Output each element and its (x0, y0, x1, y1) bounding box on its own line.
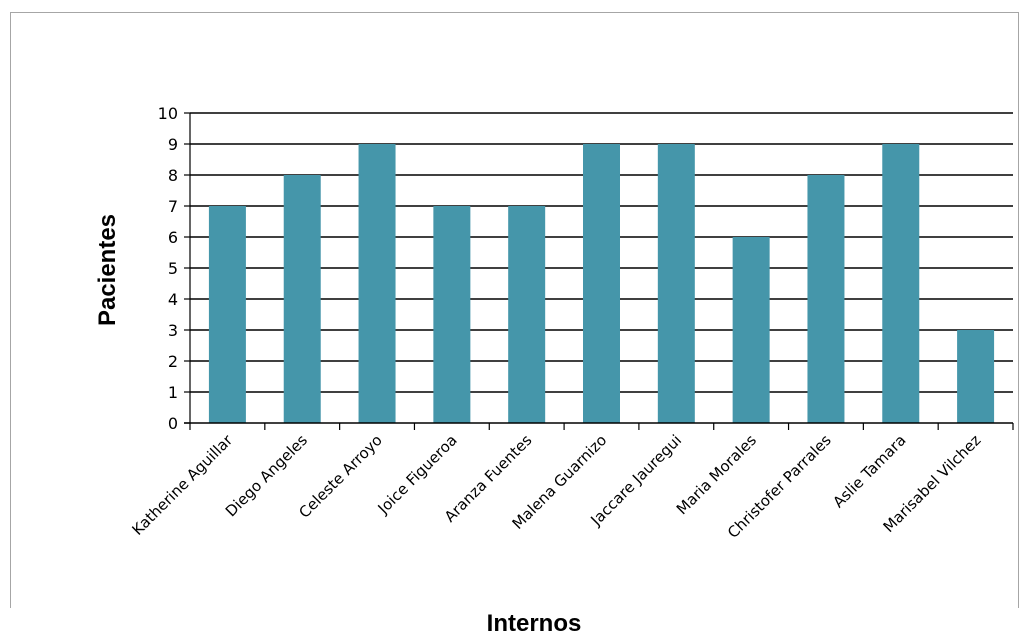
y-tick-label: 10 (158, 104, 178, 123)
bars (208, 144, 995, 423)
bar (433, 206, 471, 423)
bar (208, 206, 246, 423)
bar (583, 144, 620, 423)
bar (508, 206, 546, 423)
bar (807, 175, 845, 423)
bar (358, 144, 396, 423)
x-axis-title: Internos (487, 610, 582, 637)
axes (184, 112, 1014, 430)
x-category-label: Katherine Aguillar (128, 431, 236, 539)
y-tick-label: 4 (168, 290, 178, 309)
y-tick-label: 8 (168, 166, 178, 185)
bar (882, 144, 920, 423)
y-tick-label: 6 (168, 228, 178, 247)
y-tick-label: 9 (168, 135, 178, 154)
bar (657, 144, 695, 423)
x-category-label: Aslie Tamara (829, 431, 909, 511)
y-tick-label: 3 (168, 321, 178, 340)
y-tick-labels: 0 1 2 3 4 5 6 7 8 9 10 (158, 104, 178, 433)
chart-frame (10, 12, 1019, 608)
bar (957, 330, 995, 423)
y-tick-label: 5 (168, 259, 178, 278)
y-tick-label: 1 (168, 383, 178, 402)
y-tick-label: 0 (168, 414, 178, 433)
y-tick-label: 2 (168, 352, 178, 371)
bar (283, 175, 321, 423)
bar (732, 237, 770, 423)
y-tick-label: 7 (168, 197, 178, 216)
y-axis-title: Pacientes (94, 214, 121, 326)
